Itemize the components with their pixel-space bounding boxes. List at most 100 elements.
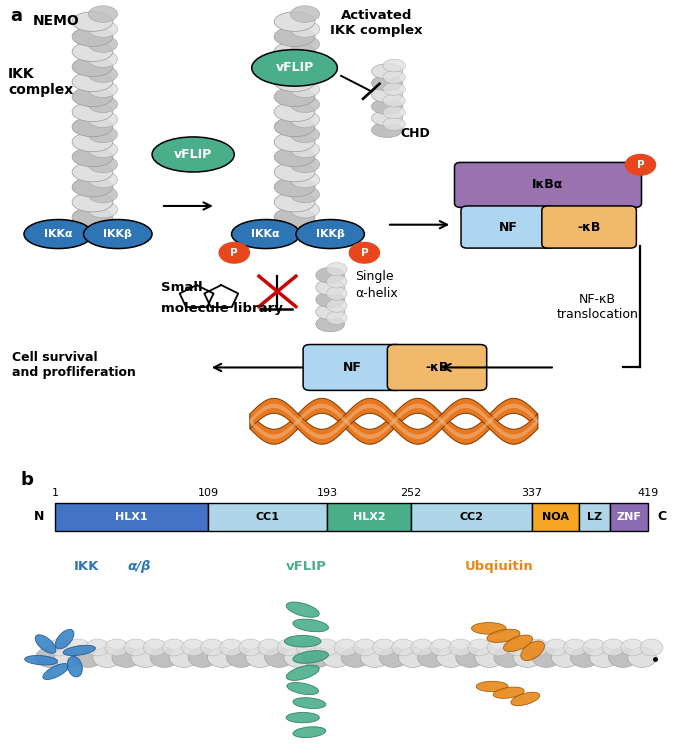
Ellipse shape [290,126,320,143]
Text: P: P [360,248,369,257]
Ellipse shape [72,87,113,106]
Ellipse shape [277,639,300,656]
Circle shape [625,155,656,175]
Ellipse shape [88,126,118,143]
Ellipse shape [290,141,320,158]
Ellipse shape [430,639,453,656]
Ellipse shape [252,50,337,86]
Ellipse shape [487,629,520,643]
Ellipse shape [274,147,315,167]
Ellipse shape [72,162,113,182]
Text: C: C [657,510,666,523]
Ellipse shape [86,639,109,656]
FancyBboxPatch shape [532,503,579,531]
Ellipse shape [371,87,403,103]
Ellipse shape [67,639,90,656]
Ellipse shape [88,51,118,67]
Text: -κB: -κB [425,361,449,374]
Text: NF: NF [499,220,518,233]
Ellipse shape [545,639,567,656]
Ellipse shape [88,35,118,52]
Ellipse shape [290,66,320,82]
Ellipse shape [371,110,403,126]
Ellipse shape [316,304,345,319]
FancyBboxPatch shape [55,503,208,531]
Text: α-helix: α-helix [355,288,397,300]
Ellipse shape [371,63,403,79]
Ellipse shape [327,263,347,276]
Ellipse shape [55,648,84,667]
Ellipse shape [88,6,118,23]
Ellipse shape [74,648,102,667]
Ellipse shape [88,66,118,82]
Ellipse shape [583,639,606,656]
Ellipse shape [286,665,319,680]
Ellipse shape [290,111,320,128]
Ellipse shape [88,202,118,218]
Ellipse shape [315,639,338,656]
Ellipse shape [290,186,320,203]
Ellipse shape [525,639,549,656]
Ellipse shape [150,648,179,667]
Ellipse shape [383,82,406,95]
Ellipse shape [327,311,347,325]
Text: HLX2: HLX2 [353,512,386,522]
Ellipse shape [383,71,406,84]
Ellipse shape [418,648,446,667]
Text: 419: 419 [638,488,659,498]
Ellipse shape [322,648,351,667]
Ellipse shape [232,220,300,248]
Ellipse shape [274,102,315,122]
Ellipse shape [571,648,599,667]
Ellipse shape [25,655,58,665]
FancyBboxPatch shape [303,344,403,390]
Text: vFLIP: vFLIP [275,61,314,75]
FancyBboxPatch shape [411,503,532,531]
Ellipse shape [327,299,347,313]
Ellipse shape [627,648,656,667]
Ellipse shape [293,727,326,738]
Text: P: P [636,160,645,170]
Ellipse shape [188,648,217,667]
Ellipse shape [551,648,580,667]
Ellipse shape [334,639,358,656]
Circle shape [349,242,379,263]
Ellipse shape [182,639,205,656]
Ellipse shape [274,87,315,106]
Ellipse shape [239,639,262,656]
Text: HLX1: HLX1 [115,512,148,522]
Ellipse shape [284,636,321,647]
Text: NEMO: NEMO [33,14,79,28]
Ellipse shape [373,639,396,656]
FancyBboxPatch shape [455,162,641,208]
Ellipse shape [383,106,406,119]
Ellipse shape [506,639,530,656]
Ellipse shape [72,117,113,137]
FancyBboxPatch shape [542,206,636,248]
Ellipse shape [293,651,329,664]
Text: molecule library: molecule library [161,301,283,315]
FancyBboxPatch shape [461,206,556,248]
Ellipse shape [290,21,320,37]
Ellipse shape [72,42,113,61]
Ellipse shape [274,162,315,182]
Ellipse shape [88,81,118,97]
Text: IKK
complex: IKK complex [8,67,73,97]
Text: CC1: CC1 [256,512,280,522]
Ellipse shape [316,291,345,307]
Text: IKK: IKK [73,559,99,572]
Ellipse shape [475,648,503,667]
Ellipse shape [383,59,406,72]
Ellipse shape [290,96,320,112]
Text: b: b [21,470,33,488]
Polygon shape [250,404,538,439]
Text: α/β: α/β [128,559,151,572]
Ellipse shape [590,648,618,667]
Ellipse shape [246,648,274,667]
Text: -κB: -κB [577,220,601,233]
FancyBboxPatch shape [610,503,648,531]
Ellipse shape [296,639,319,656]
Text: Ubqiuitin: Ubqiuitin [464,559,533,572]
Polygon shape [250,399,538,444]
Text: NF: NF [343,361,362,374]
